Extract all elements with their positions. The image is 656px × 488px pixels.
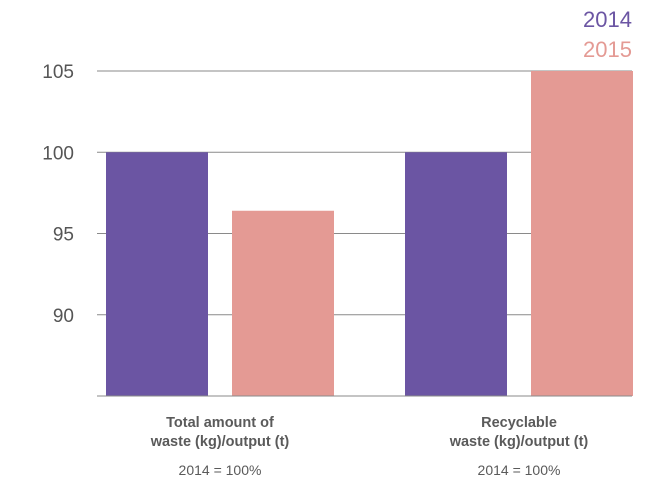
- bar-2015-1: [232, 210, 334, 396]
- y-tick-label: 95: [53, 225, 74, 246]
- category-labels: Total amount of waste (kg)/output (t) 2014…: [150, 415, 589, 478]
- legend: 2014 2015: [583, 7, 632, 62]
- y-tick-label: 105: [42, 62, 74, 83]
- y-axis-ticks: 90 95 100 105: [42, 62, 74, 327]
- category-label-line2: waste (kg)/output (t): [449, 434, 589, 450]
- category-note: 2014 = 100%: [478, 462, 561, 478]
- legend-entry-2014: 2014: [583, 7, 632, 32]
- y-tick-label: 100: [42, 143, 74, 164]
- category-label-line1: Recyclable: [481, 415, 557, 431]
- legend-entry-2015: 2015: [583, 37, 632, 62]
- bars: [106, 71, 633, 396]
- bar-2014-2: [405, 152, 507, 396]
- category-note: 2014 = 100%: [179, 462, 262, 478]
- category-label-line2: waste (kg)/output (t): [150, 434, 290, 450]
- y-tick-label: 90: [53, 306, 74, 327]
- category-label-line1: Total amount of: [166, 415, 274, 431]
- bar-2015-2: [531, 71, 633, 396]
- bar-2014-1: [106, 152, 208, 396]
